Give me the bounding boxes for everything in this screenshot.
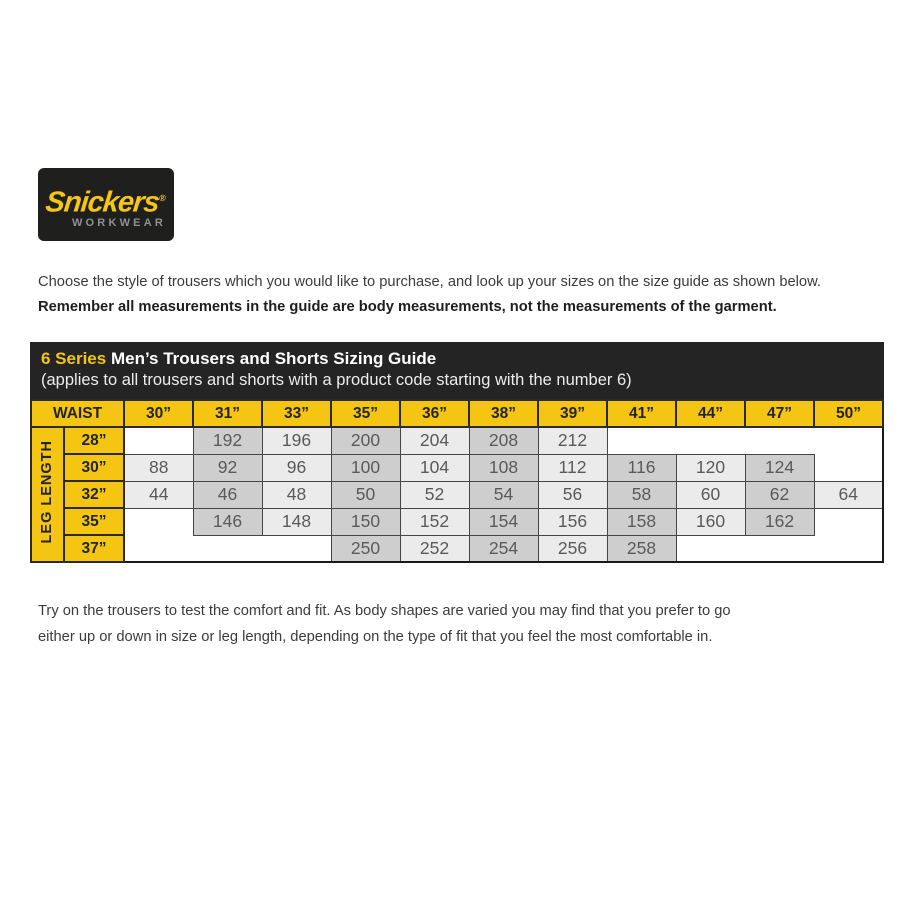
size-cell-empty — [745, 427, 814, 454]
logo-brand-text: Snickers® — [44, 186, 167, 219]
size-cell: 148 — [261, 507, 332, 536]
guide-title-bar: 6 Series Men’s Trousers and Shorts Sizin… — [30, 342, 884, 399]
waist-size-header: 47” — [744, 399, 815, 428]
size-cell: 88 — [123, 453, 194, 482]
size-cell-empty — [676, 535, 745, 562]
waist-size-header: 44” — [675, 399, 746, 428]
size-cell: 152 — [399, 507, 470, 536]
logo-subbrand-text: WORKWEAR — [71, 217, 167, 230]
guide-title-text: Men’s Trousers and Shorts Sizing Guide — [110, 349, 437, 368]
size-cell: 62 — [744, 480, 815, 509]
size-cell-empty — [262, 535, 331, 562]
intro-text: Choose the style of trousers which you w… — [38, 274, 898, 315]
size-header-row: WAIST 30” 31” 33” 35” 36” 38” 39” 41” 44” 47” 50” — [30, 399, 884, 428]
waist-size-header: 50” — [813, 399, 884, 428]
waist-size-header: 31” — [192, 399, 263, 428]
size-cell-empty — [193, 535, 262, 562]
size-cell-empty — [814, 454, 883, 481]
footer-line-1: Try on the trousers to test the comfort … — [38, 603, 731, 619]
size-cell-empty — [124, 535, 193, 562]
size-cell: 56 — [537, 480, 608, 509]
intro-line-2: Remember all measurements in the guide a… — [38, 299, 777, 315]
sizing-table: WAIST 30” 31” 33” 35” 36” 38” 39” 41” 44” 47” 50” … — [30, 399, 884, 563]
size-cell: 120 — [675, 453, 746, 482]
leg-length-label: LEG LENGTH — [39, 440, 56, 544]
size-cell: 116 — [606, 453, 677, 482]
leg-size-header: 32” — [63, 480, 125, 509]
size-cell: 124 — [744, 453, 815, 482]
table-row: 37” 250 252 254 256 258 — [31, 534, 883, 563]
size-cell-empty — [607, 427, 676, 454]
table-row: 30” 88 92 96 100 104 108 112 116 120 124 — [31, 453, 883, 482]
size-cell: 156 — [537, 507, 608, 536]
size-cell: 212 — [537, 426, 608, 455]
size-cell: 204 — [399, 426, 470, 455]
size-cell: 154 — [468, 507, 539, 536]
sizing-table-body: LEG LENGTH 28” 192 196 200 204 208 212 30” 88 92 96… — [30, 426, 884, 563]
size-cell-empty — [124, 427, 193, 454]
guide-title: 6 Series Men’s Trousers and Shorts Sizin… — [41, 348, 873, 369]
size-cell: 50 — [330, 480, 401, 509]
size-cell: 100 — [330, 453, 401, 482]
size-cell: 162 — [744, 507, 815, 536]
leg-size-header: 30” — [63, 453, 125, 482]
size-cell: 196 — [261, 426, 332, 455]
leg-length-header-cell: LEG LENGTH — [30, 426, 65, 563]
table-row: 35” 146 148 150 152 154 156 158 160 162 — [31, 507, 883, 536]
size-cell: 160 — [675, 507, 746, 536]
footer-text: Try on the trousers to test the comfort … — [38, 598, 898, 650]
waist-size-header: 41” — [606, 399, 677, 428]
size-cell: 44 — [123, 480, 194, 509]
footer-line-2: either up or down in size or leg length,… — [38, 629, 713, 645]
size-cell-empty — [814, 427, 883, 454]
waist-size-header: 35” — [330, 399, 401, 428]
intro-line-1: Choose the style of trousers which you w… — [38, 274, 821, 290]
size-cell: 256 — [537, 534, 608, 563]
size-cell: 146 — [192, 507, 263, 536]
snickers-logo: Snickers® WORKWEAR — [38, 168, 174, 241]
size-cell: 104 — [399, 453, 470, 482]
size-cell: 250 — [330, 534, 401, 563]
size-cell: 54 — [468, 480, 539, 509]
size-cell: 60 — [675, 480, 746, 509]
registered-trademark-icon: ® — [158, 192, 167, 203]
size-cell: 64 — [813, 480, 884, 509]
size-cell-empty — [676, 427, 745, 454]
size-cell: 258 — [606, 534, 677, 563]
guide-subtitle: (applies to all trousers and shorts with… — [41, 371, 632, 389]
size-cell-empty — [124, 508, 193, 535]
size-cell: 58 — [606, 480, 677, 509]
leg-size-header: 35” — [63, 507, 125, 536]
leg-size-header: 28” — [63, 426, 125, 455]
size-cell: 192 — [192, 426, 263, 455]
table-row: LEG LENGTH 28” 192 196 200 204 208 212 — [30, 426, 883, 563]
size-cell: 108 — [468, 453, 539, 482]
table-row: 32” 44 46 48 50 52 54 56 58 60 62 64 — [31, 480, 884, 509]
size-cell: 150 — [330, 507, 401, 536]
waist-size-header: 33” — [261, 399, 332, 428]
size-cell: 52 — [399, 480, 470, 509]
series-label: 6 Series — [41, 349, 107, 368]
leg-size-header: 37” — [63, 534, 125, 563]
size-cell: 158 — [606, 507, 677, 536]
size-cell: 254 — [468, 534, 539, 563]
waist-size-header: 36” — [399, 399, 470, 428]
size-cell: 200 — [330, 426, 401, 455]
size-cell-empty — [814, 508, 883, 535]
waist-header-cell: WAIST — [30, 399, 125, 428]
size-cell: 208 — [468, 426, 539, 455]
size-cell: 96 — [261, 453, 332, 482]
sizing-guide: 6 Series Men’s Trousers and Shorts Sizin… — [30, 342, 884, 563]
size-cell-empty — [745, 535, 814, 562]
size-cell-empty — [814, 535, 883, 562]
size-cell: 48 — [261, 480, 332, 509]
size-cell: 46 — [192, 480, 263, 509]
waist-size-header: 39” — [537, 399, 608, 428]
size-cell: 252 — [399, 534, 470, 563]
size-cell: 112 — [537, 453, 608, 482]
waist-size-header: 30” — [123, 399, 194, 428]
waist-size-header: 38” — [468, 399, 539, 428]
size-cell: 92 — [192, 453, 263, 482]
